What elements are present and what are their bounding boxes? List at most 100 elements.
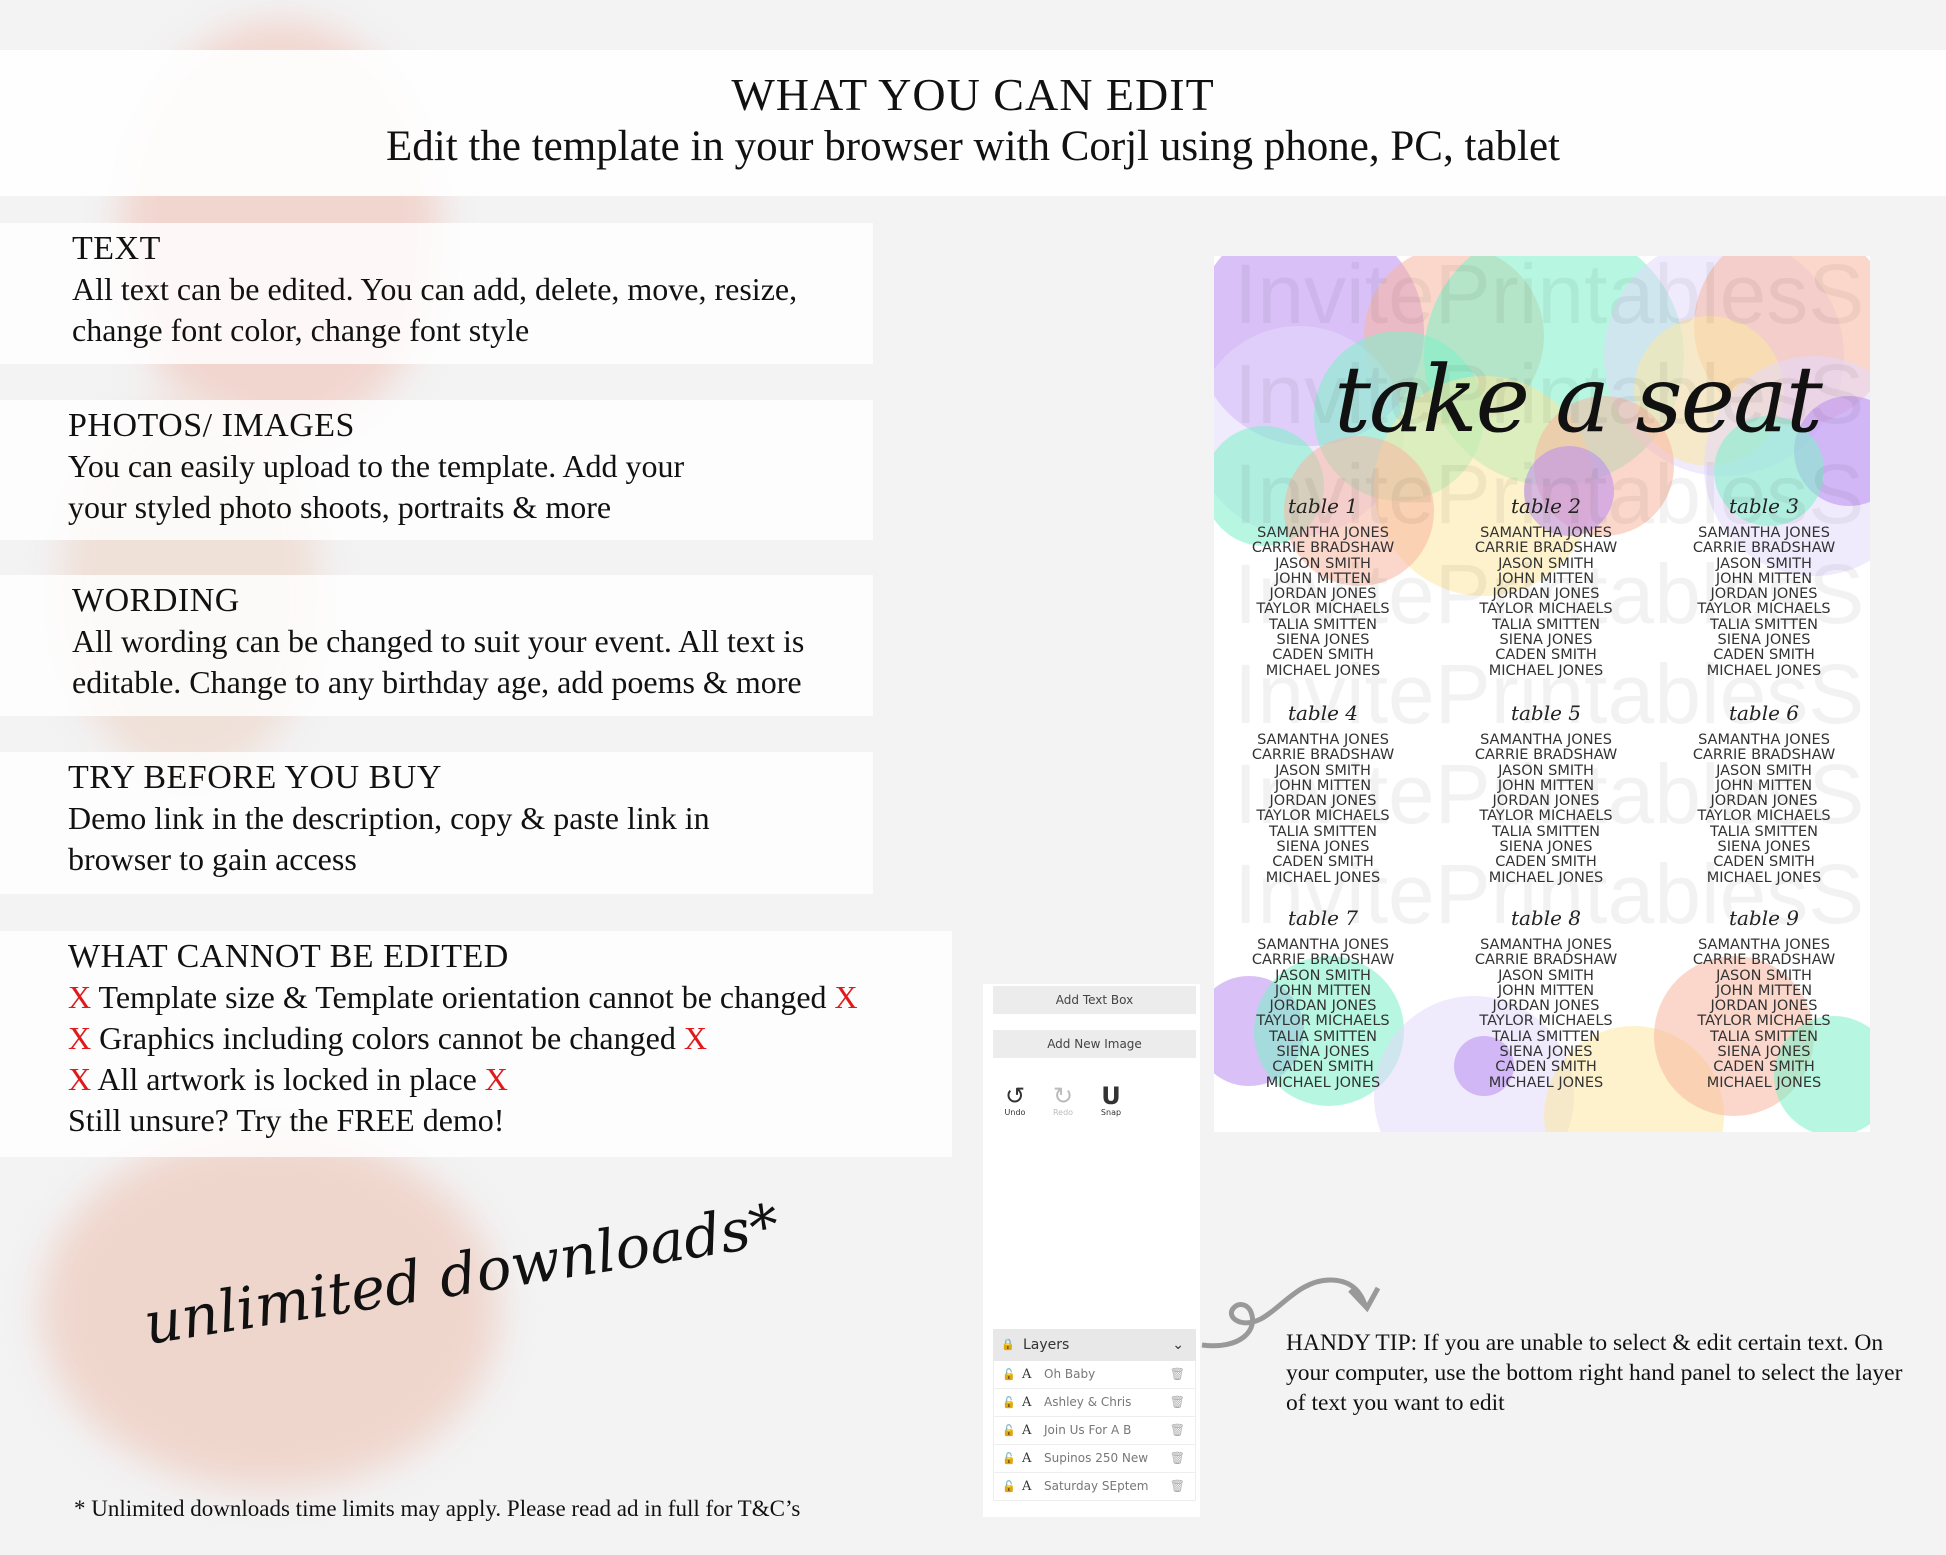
guest-name: TALIA SMITTEN: [1492, 616, 1600, 633]
guest-name: TALIA SMITTEN: [1269, 616, 1377, 633]
guest-name: SAMANTHA JONES: [1480, 937, 1612, 953]
table-label: table 5: [1510, 701, 1582, 725]
guest-name: TALIA SMITTEN: [1492, 1028, 1600, 1045]
guest-name: JOHN MITTEN: [1497, 982, 1595, 999]
trash-icon[interactable]: 🗑: [1169, 1395, 1185, 1409]
guest-name: SIENA JONES: [1717, 632, 1811, 649]
guest-name: SIENA JONES: [1717, 839, 1811, 856]
watermark: InvitePrintablesShop: [1234, 347, 1870, 441]
guest-name: MICHAEL JONES: [1706, 869, 1822, 886]
bubble-decoration: [1454, 1036, 1514, 1096]
guest-name: SIENA JONES: [1276, 1044, 1370, 1061]
guest-name: MICHAEL JONES: [1488, 1074, 1604, 1091]
seating-table: table 8 SAMANTHA JONES CARRIE BRADSHAW JASO…: [1451, 906, 1641, 1091]
guest-name: JORDAN JONES: [1492, 793, 1600, 810]
unlock-icon[interactable]: 🔓: [1002, 1368, 1016, 1381]
guest-name: JASON SMITH: [1498, 967, 1594, 984]
text-layer-icon: A: [1022, 1367, 1032, 1382]
guest-name: CADEN SMITH: [1495, 854, 1597, 871]
layer-name: Join Us For A B: [1044, 1423, 1132, 1437]
table-label: table 7: [1287, 906, 1359, 930]
layers-header[interactable]: 🔒 Layers ⌄: [993, 1329, 1196, 1361]
guest-name: JASON SMITH: [1716, 762, 1812, 779]
trash-icon[interactable]: 🗑: [1169, 1367, 1185, 1381]
table-label: table 8: [1510, 906, 1582, 930]
guest-name: CADEN SMITH: [1713, 647, 1815, 664]
text-layer-icon: A: [1022, 1479, 1032, 1494]
layer-row[interactable]: 🔓 A Supinos 250 New 🗑: [993, 1445, 1196, 1473]
guest-name: CARRIE BRADSHAW: [1474, 952, 1618, 969]
guest-name: CADEN SMITH: [1495, 647, 1597, 664]
unlock-icon[interactable]: 🔓: [1002, 1396, 1016, 1409]
guest-name: JASON SMITH: [1498, 762, 1594, 779]
seating-table: table 1 SAMANTHA JONES CARRIE BRADSHAW JASO…: [1228, 494, 1418, 679]
guest-name: TAYLOR MICHAELS: [1479, 1013, 1613, 1030]
layer-name: Saturday SEptem: [1044, 1479, 1149, 1493]
guest-name: JORDAN JONES: [1710, 793, 1818, 810]
watermark: InvitePrintablesShop: [1234, 256, 1870, 341]
seating-table: table 4 SAMANTHA JONES CARRIE BRADSHAW JASO…: [1228, 701, 1418, 886]
guest-name: CADEN SMITH: [1495, 1059, 1597, 1076]
preview-title: take a seat: [1334, 346, 1823, 453]
seating-table: table 2 SAMANTHA JONES CARRIE BRADSHAW JASO…: [1451, 494, 1641, 679]
guest-name: SAMANTHA JONES: [1257, 732, 1389, 748]
redo-button[interactable]: ↻ Redo: [1043, 1084, 1083, 1117]
text-layer-icon: A: [1022, 1423, 1032, 1438]
layer-name: Ashley & Chris: [1044, 1395, 1132, 1409]
text-layer-icon: A: [1022, 1395, 1032, 1410]
guest-name: TAYLOR MICHAELS: [1479, 601, 1613, 618]
section-cannot: WHAT CANNOT BE EDITED X Template size & …: [0, 931, 952, 1157]
add-text-box-button[interactable]: Add Text Box: [993, 986, 1196, 1014]
table-label: table 1: [1287, 494, 1359, 518]
bubble-decoration: [1524, 446, 1614, 536]
section-heading: TRY BEFORE YOU BUY: [68, 759, 442, 796]
watermark: InvitePrintablesShop: [1234, 747, 1870, 841]
cannot-item: X Graphics including colors cannot be ch…: [68, 1020, 707, 1056]
table-label: table 6: [1728, 701, 1800, 725]
layer-name: Supinos 250 New: [1044, 1451, 1149, 1465]
trash-icon[interactable]: 🗑: [1169, 1479, 1185, 1493]
guest-name: TALIA SMITTEN: [1492, 823, 1600, 840]
guest-name: JASON SMITH: [1716, 967, 1812, 984]
unlock-icon[interactable]: 🔓: [1002, 1452, 1016, 1465]
cannot-closing: Still unsure? Try the FREE demo!: [68, 1102, 505, 1138]
page-subtitle: Edit the template in your browser with C…: [386, 123, 1560, 170]
section-heading: TEXT: [72, 230, 161, 267]
guest-name: JOHN MITTEN: [1715, 570, 1813, 587]
trash-icon[interactable]: 🗑: [1169, 1423, 1185, 1437]
guest-name: JOHN MITTEN: [1274, 982, 1372, 999]
guest-name: TALIA SMITTEN: [1269, 1028, 1377, 1045]
watermark: InvitePrintablesShop: [1234, 447, 1870, 541]
guest-name: JOHN MITTEN: [1274, 777, 1372, 794]
seating-table: table 6 SAMANTHA JONES CARRIE BRADSHAW JASO…: [1669, 701, 1859, 886]
guest-name: SAMANTHA JONES: [1698, 732, 1830, 748]
guest-name: TAYLOR MICHAELS: [1697, 601, 1831, 618]
guest-name: TAYLOR MICHAELS: [1697, 808, 1831, 825]
guest-name: CARRIE BRADSHAW: [1692, 540, 1836, 557]
section-line: browser to gain access: [68, 841, 357, 877]
guest-name: MICHAEL JONES: [1265, 1074, 1381, 1091]
guest-name: JOHN MITTEN: [1715, 982, 1813, 999]
guest-name: CADEN SMITH: [1713, 854, 1815, 871]
guest-name: MICHAEL JONES: [1488, 869, 1604, 886]
unlock-icon[interactable]: 🔓: [1002, 1424, 1016, 1437]
guest-name: MICHAEL JONES: [1706, 1074, 1822, 1091]
layer-row[interactable]: 🔓 A Ashley & Chris 🗑: [993, 1389, 1196, 1417]
layer-row[interactable]: 🔓 A Oh Baby 🗑: [993, 1361, 1196, 1389]
section-wording: WORDING All wording can be changed to su…: [0, 575, 873, 716]
guest-name: MICHAEL JONES: [1488, 662, 1604, 679]
guest-name: TAYLOR MICHAELS: [1697, 1013, 1831, 1030]
trash-icon[interactable]: 🗑: [1169, 1451, 1185, 1465]
section-photos: PHOTOS/ IMAGES You can easily upload to …: [0, 400, 873, 540]
section-text: TEXT All text can be edited. You can add…: [0, 223, 873, 364]
undo-button[interactable]: ↺ Undo: [995, 1084, 1035, 1117]
template-preview: InvitePrintablesShopInvitePrintablesShop…: [1214, 256, 1870, 1132]
snap-button[interactable]: U Snap: [1091, 1084, 1131, 1117]
guest-name: TALIA SMITTEN: [1710, 1028, 1818, 1045]
layer-row[interactable]: 🔓 A Saturday SEptem 🗑: [993, 1473, 1196, 1501]
unlock-icon[interactable]: 🔓: [1002, 1480, 1016, 1493]
layer-row[interactable]: 🔓 A Join Us For A B 🗑: [993, 1417, 1196, 1445]
add-new-image-button[interactable]: Add New Image: [993, 1030, 1196, 1058]
text-layer-icon: A: [1022, 1451, 1032, 1466]
guest-name: SIENA JONES: [1276, 839, 1370, 856]
